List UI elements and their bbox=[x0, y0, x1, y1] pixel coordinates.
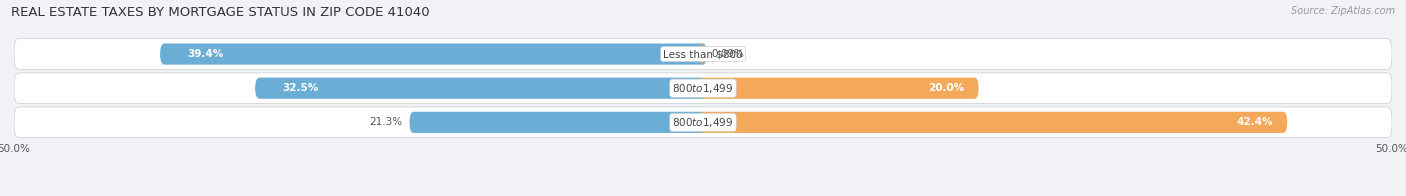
Text: Source: ZipAtlas.com: Source: ZipAtlas.com bbox=[1291, 6, 1395, 16]
Text: 42.4%: 42.4% bbox=[1237, 117, 1274, 127]
Text: 39.4%: 39.4% bbox=[187, 49, 224, 59]
Legend: Without Mortgage, With Mortgage: Without Mortgage, With Mortgage bbox=[576, 192, 830, 196]
Text: 0.09%: 0.09% bbox=[711, 49, 744, 59]
FancyBboxPatch shape bbox=[699, 78, 979, 99]
Text: REAL ESTATE TAXES BY MORTGAGE STATUS IN ZIP CODE 41040: REAL ESTATE TAXES BY MORTGAGE STATUS IN … bbox=[11, 6, 430, 19]
FancyBboxPatch shape bbox=[160, 44, 707, 65]
Text: 32.5%: 32.5% bbox=[283, 83, 319, 93]
Text: Less than $800: Less than $800 bbox=[664, 49, 742, 59]
Text: 21.3%: 21.3% bbox=[370, 117, 402, 127]
FancyBboxPatch shape bbox=[14, 39, 1392, 69]
Text: $800 to $1,499: $800 to $1,499 bbox=[672, 82, 734, 95]
FancyBboxPatch shape bbox=[14, 107, 1392, 138]
FancyBboxPatch shape bbox=[409, 112, 707, 133]
FancyBboxPatch shape bbox=[254, 78, 707, 99]
Text: 20.0%: 20.0% bbox=[928, 83, 965, 93]
Text: $800 to $1,499: $800 to $1,499 bbox=[672, 116, 734, 129]
FancyBboxPatch shape bbox=[699, 44, 704, 65]
FancyBboxPatch shape bbox=[699, 112, 1288, 133]
FancyBboxPatch shape bbox=[14, 73, 1392, 103]
